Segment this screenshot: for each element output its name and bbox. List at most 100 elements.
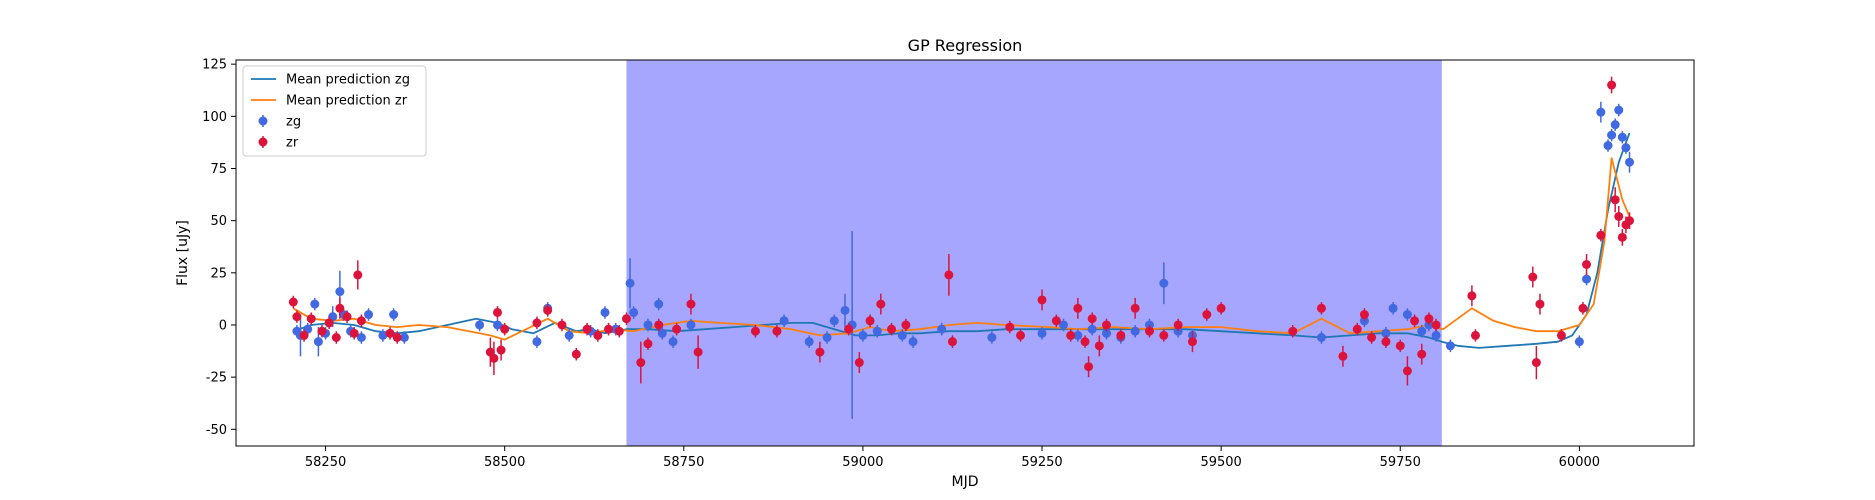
data-point: [1402, 310, 1412, 320]
data-point: [378, 330, 388, 340]
data-point: [693, 347, 703, 357]
data-point: [356, 316, 366, 326]
data-point: [557, 320, 567, 330]
data-point: [1016, 330, 1026, 340]
x-tick-label: 60000: [1559, 455, 1600, 470]
data-point: [1005, 322, 1015, 332]
legend-label: Mean prediction zg: [286, 73, 410, 88]
data-point: [1059, 320, 1069, 330]
x-axis: 58250 58500 58750 59000 59250 59500 59750 60000: [305, 446, 1600, 470]
x-tick-label: 58750: [663, 455, 704, 470]
data-point: [840, 305, 850, 315]
data-point: [643, 320, 653, 330]
data-point: [1582, 274, 1592, 284]
y-tick-label: 100: [202, 110, 227, 125]
data-point: [1596, 230, 1606, 240]
data-point: [1621, 143, 1631, 153]
data-point: [908, 337, 918, 347]
data-point: [1445, 341, 1455, 351]
data-point: [1130, 326, 1140, 336]
data-point: [614, 326, 624, 336]
data-point: [1431, 320, 1441, 330]
data-point: [779, 316, 789, 326]
data-point: [621, 314, 631, 324]
data-point: [1603, 141, 1613, 151]
data-point: [306, 314, 316, 324]
data-point: [1130, 303, 1140, 313]
series-line: [292, 157, 1631, 341]
data-point: [1610, 195, 1620, 205]
data-point: [1159, 278, 1169, 288]
data-point: [1617, 132, 1627, 142]
data-point: [1352, 324, 1362, 334]
data-point: [1402, 366, 1412, 376]
data-point: [1531, 358, 1541, 368]
x-tick-label: 58250: [305, 455, 346, 470]
data-point: [1316, 303, 1326, 313]
data-point: [629, 307, 639, 317]
data-point: [1073, 330, 1083, 340]
y-axis: -50 -25 0 25 50 75 100 125: [202, 58, 236, 438]
data-point: [897, 330, 907, 340]
data-point: [600, 307, 610, 317]
data-point: [310, 299, 320, 309]
data-point: [844, 324, 854, 334]
data-point: [1037, 295, 1047, 305]
data-point: [1607, 80, 1617, 90]
data-point: [672, 324, 682, 334]
legend-box: [242, 65, 427, 157]
y-tick-label: -50: [206, 423, 227, 438]
data-point: [1431, 330, 1441, 340]
data-point: [1080, 337, 1090, 347]
x-tick-label: 58500: [484, 455, 525, 470]
data-point: [1116, 330, 1126, 340]
data-point: [1528, 272, 1538, 282]
data-point: [493, 320, 503, 330]
data-point: [643, 339, 653, 349]
data-point: [1087, 324, 1097, 334]
data-point: [292, 312, 302, 322]
data-point: [1381, 337, 1391, 347]
data-point: [1424, 314, 1434, 324]
data-point: [571, 349, 581, 359]
data-point: [636, 358, 646, 368]
data-point: [937, 324, 947, 334]
data-point: [335, 287, 345, 297]
data-point: [1381, 328, 1391, 338]
data-point: [317, 326, 327, 336]
data-point: [604, 324, 614, 334]
data-point: [876, 299, 886, 309]
data-point: [944, 270, 954, 280]
data-point: [1388, 303, 1398, 313]
data-point: [299, 330, 309, 340]
y-tick-label: -25: [206, 371, 227, 386]
data-point: [822, 333, 832, 343]
data-point: [1607, 130, 1617, 140]
data-point: [654, 320, 664, 330]
data-point: [331, 333, 341, 343]
data-point: [1410, 316, 1420, 326]
data-point: [288, 297, 298, 307]
data-point: [1596, 107, 1606, 117]
series-line: [293, 132, 1631, 349]
data-point: [385, 328, 395, 338]
data-point: [500, 324, 510, 334]
data-point: [1395, 341, 1405, 351]
data-point: [349, 328, 359, 338]
data-point: [1316, 333, 1326, 343]
data-point: [1084, 362, 1094, 372]
data-point: [1144, 326, 1154, 336]
data-point: [392, 333, 402, 343]
data-point: [1102, 328, 1112, 338]
data-point: [1338, 351, 1348, 361]
data-point: [1617, 232, 1627, 242]
data-point: [1417, 349, 1427, 359]
data-point: [399, 333, 409, 343]
data-point: [582, 324, 592, 334]
data-point: [901, 320, 911, 330]
chart-title: GP Regression: [908, 36, 1023, 55]
data-point: [872, 326, 882, 336]
data-point: [772, 326, 782, 336]
y-axis-label: Flux [uJy]: [175, 220, 191, 286]
